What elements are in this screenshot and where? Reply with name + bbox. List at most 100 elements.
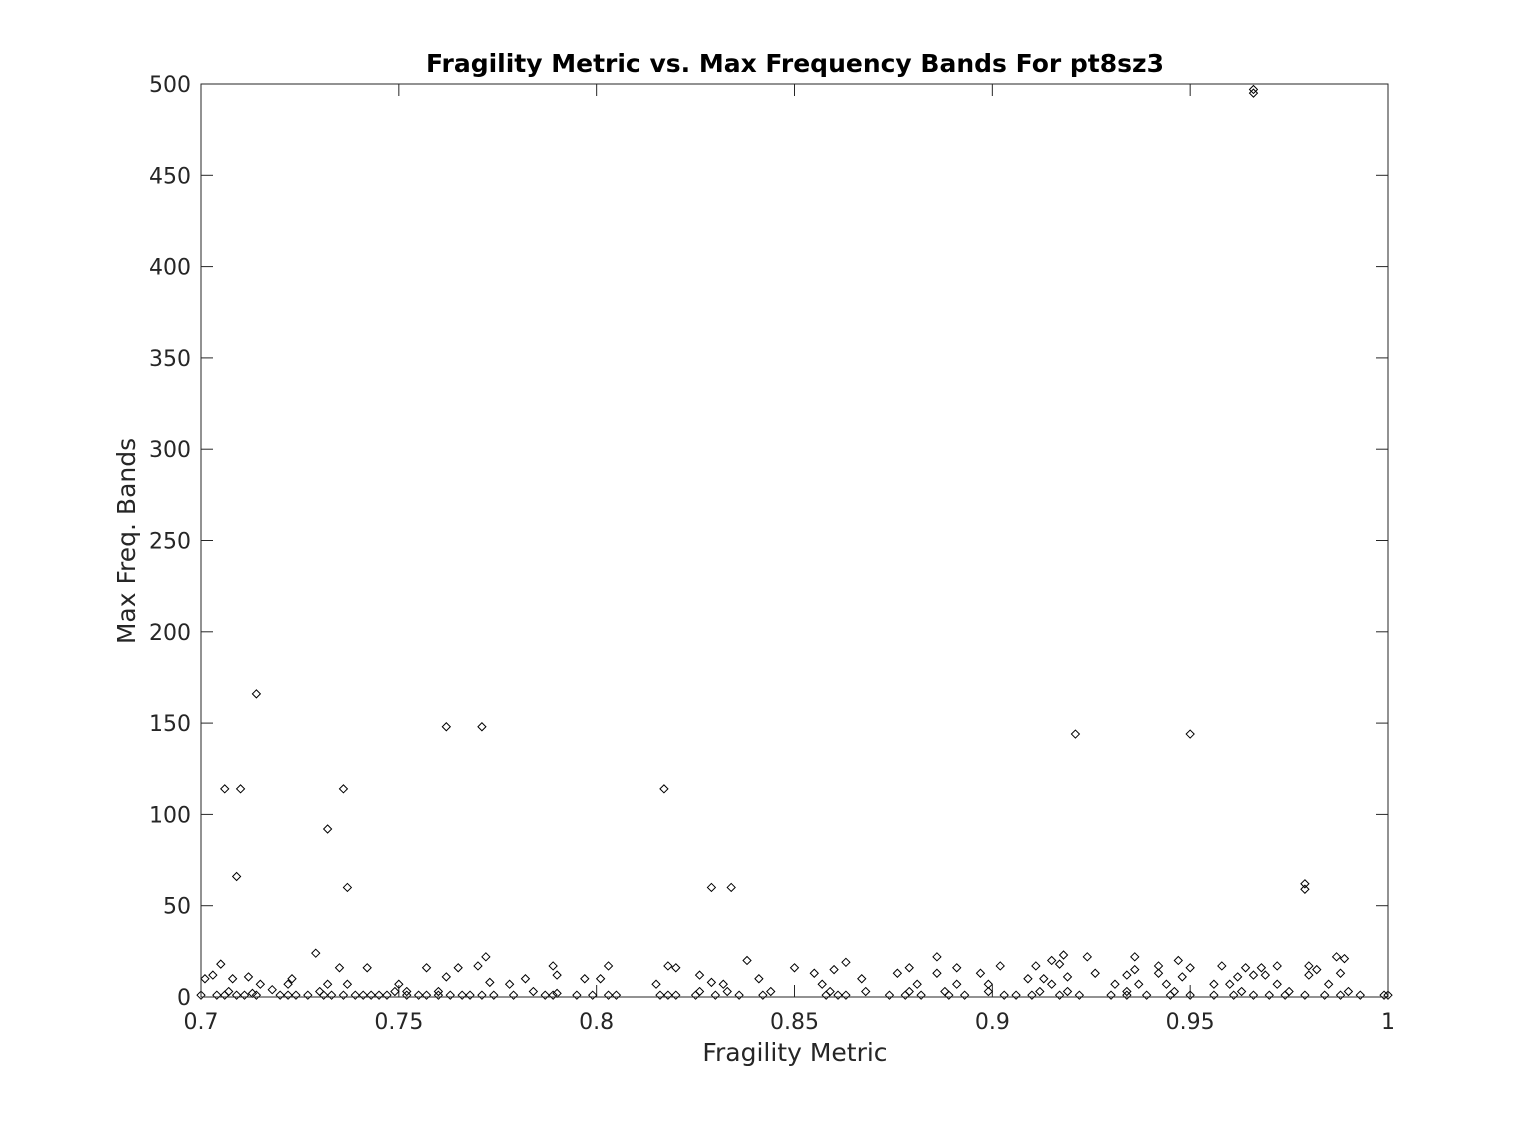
- data-point: [441, 722, 452, 732]
- data-point: [1264, 990, 1275, 1000]
- data-point: [1248, 970, 1259, 980]
- data-point: [223, 986, 234, 997]
- data-point: [829, 964, 839, 975]
- data-point: [362, 963, 372, 973]
- data-point: [726, 882, 736, 893]
- data-point: [1284, 986, 1294, 997]
- data-point: [1090, 968, 1100, 978]
- data-point: [884, 990, 895, 1000]
- data-point: [710, 990, 721, 1000]
- data-point: [477, 990, 487, 1000]
- data-point: [267, 984, 277, 995]
- data-point: [441, 972, 452, 982]
- data-point: [1248, 84, 1259, 95]
- data-point: [861, 986, 871, 997]
- data-point: [1153, 968, 1164, 978]
- data-point: [231, 990, 242, 1000]
- data-point: [1300, 879, 1310, 889]
- data-point: [857, 974, 867, 984]
- data-point: [1122, 986, 1132, 997]
- data-point: [758, 990, 768, 1000]
- data-point: [552, 970, 562, 980]
- data-point: [1272, 979, 1282, 989]
- data-point: [663, 961, 673, 971]
- data-point: [1379, 990, 1389, 1000]
- data-point: [1225, 979, 1235, 989]
- data-point: [1074, 990, 1085, 1000]
- data-point: [1383, 990, 1393, 1000]
- data-point: [1169, 986, 1180, 997]
- data-point: [220, 990, 230, 1000]
- y-tick-label: 0: [177, 986, 191, 1011]
- data-point: [457, 990, 467, 1000]
- data-point: [465, 990, 475, 1000]
- data-point: [342, 882, 353, 893]
- data-point: [1070, 729, 1081, 739]
- data-point: [350, 990, 361, 1000]
- data-point: [1134, 979, 1144, 989]
- data-point: [1046, 955, 1057, 966]
- data-point: [303, 990, 313, 1000]
- data-point: [1110, 979, 1120, 989]
- data-point: [196, 990, 206, 1000]
- data-point: [825, 986, 835, 997]
- data-point: [1300, 990, 1310, 1000]
- data-point: [722, 986, 732, 997]
- data-point: [706, 977, 717, 988]
- x-tick-label: 0.95: [1166, 1010, 1215, 1035]
- data-point: [572, 990, 582, 1000]
- data-point: [318, 990, 329, 1000]
- data-point: [1300, 884, 1310, 894]
- data-point: [1248, 990, 1259, 1000]
- data-point: [1248, 88, 1259, 98]
- data-point: [421, 963, 432, 973]
- data-point: [932, 952, 942, 962]
- data-point: [1280, 990, 1290, 1000]
- data-point: [212, 990, 222, 1000]
- data-point: [821, 990, 831, 1000]
- y-tick-label: 50: [163, 895, 191, 920]
- y-tick-label: 250: [149, 530, 191, 555]
- data-point: [754, 974, 764, 984]
- data-point: [342, 979, 353, 989]
- data-point: [421, 990, 432, 1000]
- data-point: [1355, 990, 1366, 1000]
- data-point: [485, 977, 495, 988]
- data-point: [975, 968, 986, 978]
- data-point: [338, 990, 349, 1000]
- data-point: [1165, 990, 1176, 1000]
- data-point: [251, 689, 262, 699]
- data-point: [1027, 990, 1037, 1000]
- data-point: [394, 979, 404, 989]
- data-point: [1185, 963, 1195, 973]
- data-point: [1122, 970, 1132, 980]
- data-point: [983, 986, 994, 997]
- y-axis-label: Max Freq. Bands: [112, 438, 141, 644]
- data-point: [766, 986, 776, 997]
- data-point: [671, 963, 681, 973]
- data-point: [952, 979, 962, 989]
- data-point: [227, 974, 238, 984]
- data-point: [1304, 961, 1314, 971]
- data-point: [200, 974, 210, 984]
- data-point: [504, 979, 515, 989]
- data-point: [1209, 979, 1219, 989]
- data-point: [932, 968, 942, 978]
- y-tick-label: 200: [149, 621, 191, 646]
- data-point: [1062, 986, 1073, 997]
- data-point: [231, 871, 242, 882]
- data-point: [1031, 961, 1041, 971]
- data-point: [603, 961, 614, 971]
- data-point: [548, 961, 558, 971]
- data-point: [904, 963, 914, 973]
- data-point: [1256, 963, 1267, 973]
- data-point: [334, 963, 345, 973]
- data-point: [433, 986, 444, 997]
- data-point: [817, 979, 827, 989]
- data-point: [595, 974, 606, 984]
- data-point: [247, 988, 258, 999]
- data-point: [659, 784, 669, 794]
- data-point: [481, 952, 491, 962]
- data-point: [433, 990, 444, 1000]
